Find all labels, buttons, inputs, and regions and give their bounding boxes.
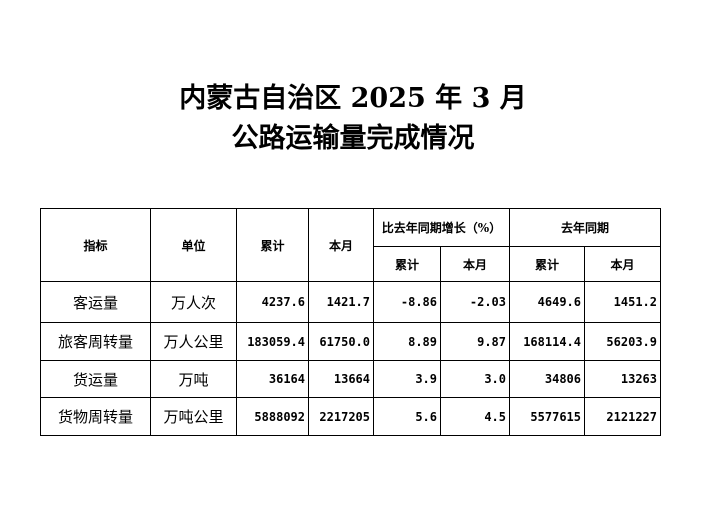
value-cell: 13263 bbox=[584, 360, 661, 398]
value-cell: 2217205 bbox=[308, 397, 374, 436]
value-cell: 34806 bbox=[509, 360, 585, 398]
transport-table: 指标 单位 累计 本月 比去年同期增长（%） 去年同期 累计 本月 累计 本月 … bbox=[40, 208, 661, 436]
value-cell: -8.86 bbox=[373, 281, 441, 323]
value-cell: 1421.7 bbox=[308, 281, 374, 323]
value-cell: 183059.4 bbox=[236, 322, 309, 361]
header-unit: 单位 bbox=[150, 208, 237, 282]
value-cell: -2.03 bbox=[440, 281, 510, 323]
title-line-2: 公路运输量完成情况 bbox=[231, 123, 475, 154]
value-cell: 4237.6 bbox=[236, 281, 309, 323]
value-cell: 1451.2 bbox=[584, 281, 661, 323]
value-cell: 36164 bbox=[236, 360, 309, 398]
subheader-growth-cumulative: 累计 bbox=[373, 246, 441, 282]
value-cell: 61750.0 bbox=[308, 322, 374, 361]
unit-cell: 万人公里 bbox=[150, 322, 237, 361]
unit-cell: 万吨 bbox=[150, 360, 237, 398]
indicator-cell: 货物周转量 bbox=[40, 397, 151, 436]
value-cell: 5888092 bbox=[236, 397, 309, 436]
header-last-year: 去年同期 bbox=[509, 208, 661, 247]
header-cumulative: 累计 bbox=[236, 208, 309, 282]
title-line-1: 内蒙古自治区 2025 年 3 月 bbox=[179, 83, 527, 114]
value-cell: 56203.9 bbox=[584, 322, 661, 361]
header-indicator: 指标 bbox=[40, 208, 151, 282]
table-row: 货物周转量 万吨公里 5888092 2217205 5.6 4.5 5577615 2121… bbox=[40, 397, 661, 436]
unit-cell: 万吨公里 bbox=[150, 397, 237, 436]
table-row: 货运量 万吨 36164 13664 3.9 3.0 34806 13263 bbox=[40, 360, 661, 398]
value-cell: 5577615 bbox=[509, 397, 585, 436]
indicator-cell: 旅客周转量 bbox=[40, 322, 151, 361]
unit-cell: 万人次 bbox=[150, 281, 237, 323]
value-cell: 4649.6 bbox=[509, 281, 585, 323]
table-row: 旅客周转量 万人公里 183059.4 61750.0 8.89 9.87 168114.4… bbox=[40, 322, 661, 361]
subheader-growth-month: 本月 bbox=[440, 246, 510, 282]
value-cell: 3.0 bbox=[440, 360, 510, 398]
value-cell: 2121227 bbox=[584, 397, 661, 436]
header-month: 本月 bbox=[308, 208, 374, 282]
header-growth: 比去年同期增长（%） bbox=[373, 208, 510, 247]
value-cell: 8.89 bbox=[373, 322, 441, 361]
table-row: 客运量 万人次 4237.6 1421.7 -8.86 -2.03 4649.6 1451.2 bbox=[40, 281, 661, 323]
value-cell: 3.9 bbox=[373, 360, 441, 398]
indicator-cell: 客运量 bbox=[40, 281, 151, 323]
indicator-cell: 货运量 bbox=[40, 360, 151, 398]
value-cell: 9.87 bbox=[440, 322, 510, 361]
value-cell: 4.5 bbox=[440, 397, 510, 436]
value-cell: 13664 bbox=[308, 360, 374, 398]
subheader-last-cumulative: 累计 bbox=[509, 246, 585, 282]
value-cell: 5.6 bbox=[373, 397, 441, 436]
subheader-last-month: 本月 bbox=[584, 246, 661, 282]
value-cell: 168114.4 bbox=[509, 322, 585, 361]
